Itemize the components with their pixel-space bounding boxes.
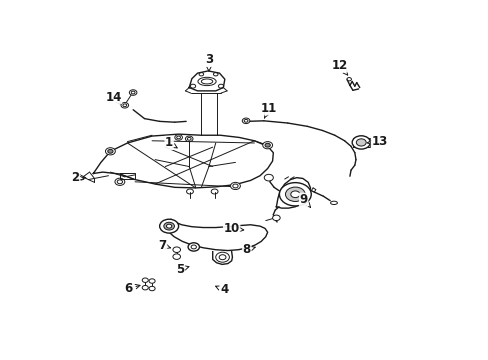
- Text: 14: 14: [105, 91, 122, 104]
- Text: 9: 9: [299, 193, 310, 207]
- Circle shape: [262, 141, 272, 149]
- Text: 3: 3: [204, 53, 213, 71]
- Circle shape: [215, 252, 229, 262]
- Circle shape: [142, 285, 148, 290]
- Circle shape: [149, 286, 155, 291]
- Text: 11: 11: [260, 102, 276, 118]
- Text: 10: 10: [223, 222, 244, 235]
- Circle shape: [149, 279, 155, 283]
- Circle shape: [166, 224, 171, 228]
- Circle shape: [351, 136, 369, 149]
- Text: 12: 12: [331, 59, 347, 75]
- Circle shape: [264, 174, 273, 181]
- Circle shape: [264, 143, 270, 147]
- Text: 13: 13: [366, 135, 387, 148]
- Circle shape: [129, 90, 137, 95]
- Circle shape: [185, 136, 193, 141]
- Circle shape: [115, 178, 124, 185]
- Circle shape: [107, 149, 113, 153]
- Text: 6: 6: [124, 282, 140, 295]
- Circle shape: [173, 254, 180, 260]
- Circle shape: [105, 148, 115, 155]
- Circle shape: [173, 247, 180, 252]
- Circle shape: [279, 183, 310, 206]
- Circle shape: [121, 103, 128, 108]
- Circle shape: [163, 222, 174, 230]
- Circle shape: [159, 219, 178, 233]
- Circle shape: [356, 139, 366, 146]
- Circle shape: [188, 243, 199, 251]
- Circle shape: [242, 118, 249, 123]
- Text: 5: 5: [176, 262, 188, 276]
- Text: 4: 4: [215, 283, 228, 296]
- Circle shape: [175, 135, 182, 140]
- Circle shape: [272, 215, 280, 221]
- Circle shape: [290, 191, 299, 198]
- Circle shape: [142, 278, 148, 283]
- Text: 7: 7: [158, 239, 170, 252]
- Text: 2: 2: [71, 171, 85, 184]
- Circle shape: [285, 187, 305, 202]
- Circle shape: [230, 183, 240, 190]
- Text: 1: 1: [165, 136, 177, 149]
- Text: 8: 8: [242, 243, 255, 256]
